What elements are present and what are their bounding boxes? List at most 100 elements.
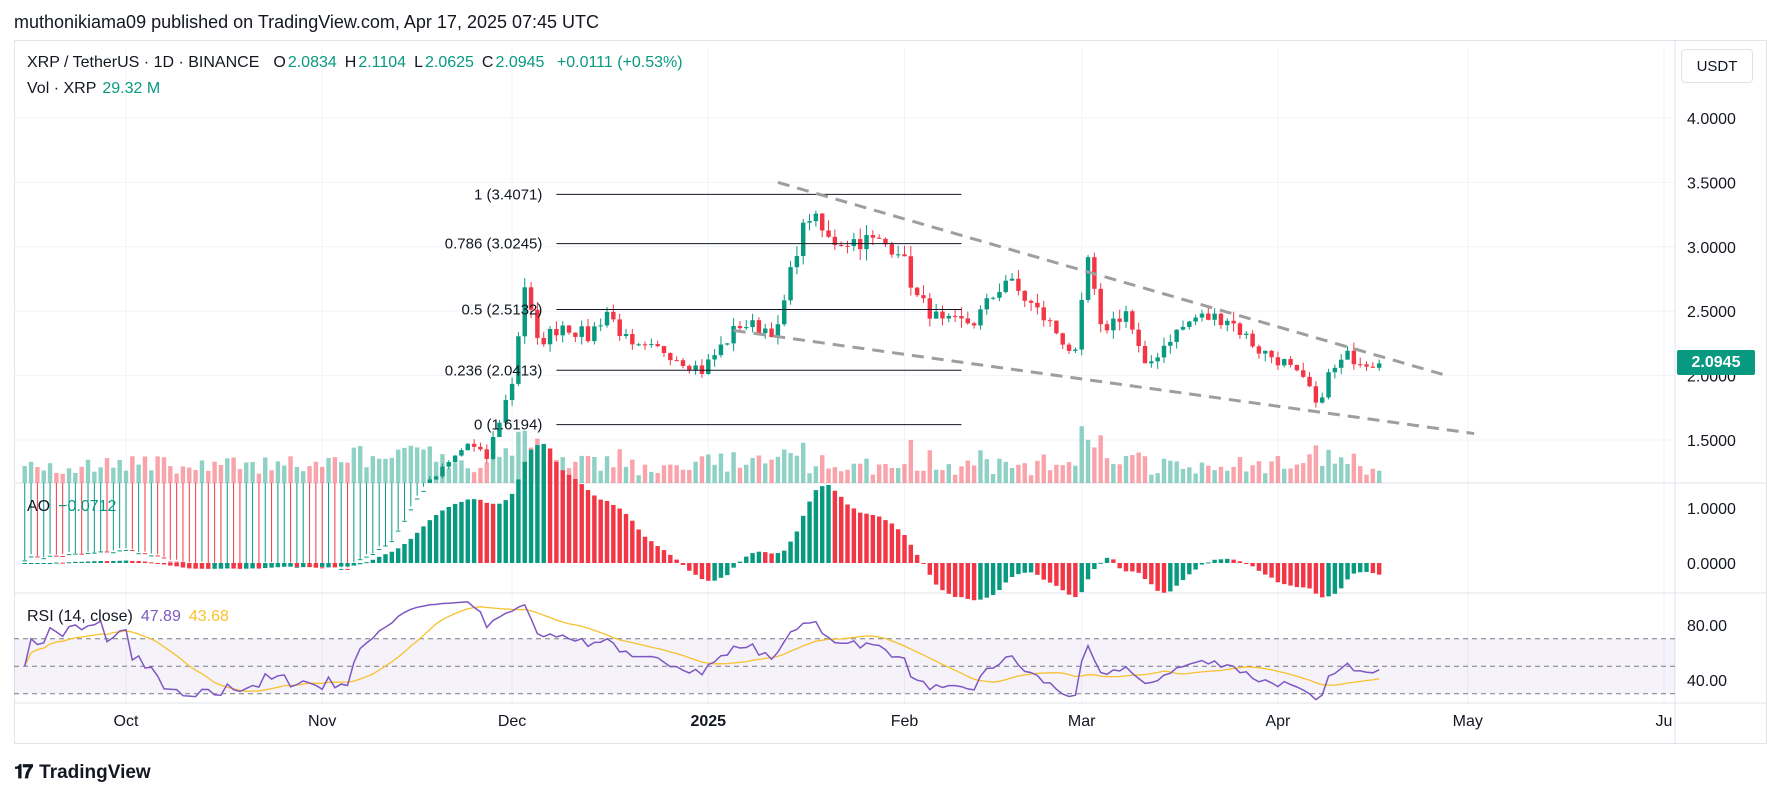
volume-bar	[332, 457, 338, 483]
currency-button[interactable]: USDT	[1681, 49, 1753, 83]
ao-bar	[383, 554, 388, 563]
candle-body	[604, 311, 610, 326]
ao-bar	[655, 546, 660, 563]
tradingview-logo[interactable]: 𝟏𝟕 TradingView	[14, 761, 151, 784]
ao-bar	[668, 554, 673, 563]
ao-bar	[22, 563, 27, 564]
candle-body	[547, 328, 553, 345]
rsi-label[interactable]: RSI (14, close)	[27, 608, 133, 625]
candle-body	[763, 328, 768, 334]
candle-body	[1256, 346, 1262, 354]
volume-bar	[180, 466, 186, 483]
candle-body	[737, 326, 743, 329]
volume-bar	[1364, 474, 1369, 483]
volume-bar	[263, 457, 268, 483]
volume-bar	[990, 474, 996, 483]
ao-bar	[161, 563, 167, 565]
volume-bar	[54, 472, 59, 483]
ao-bar	[959, 563, 964, 598]
time-tick-label: May	[1453, 713, 1483, 730]
candle-body	[1275, 357, 1281, 366]
candle-body	[497, 422, 502, 438]
ao-bar	[1009, 563, 1015, 577]
volume-bar	[41, 470, 46, 483]
change-value: +0.0111 (+0.53%)	[556, 54, 683, 71]
volume-bar	[592, 456, 597, 483]
candle-body	[1187, 321, 1192, 327]
volume-bar	[136, 464, 141, 483]
volume-bar	[712, 464, 717, 483]
candle-body	[978, 309, 983, 326]
time-tick-label: Dec	[498, 713, 526, 730]
volume-bar	[1016, 464, 1021, 483]
ao-bar	[1256, 563, 1262, 571]
volume-bar	[1174, 461, 1179, 483]
candle-body	[376, 548, 382, 550]
ao-label[interactable]: AO	[27, 498, 51, 515]
volume-bar	[889, 467, 895, 483]
volume-bar	[490, 438, 496, 483]
ao-bar	[1250, 563, 1255, 567]
volume-bar	[130, 456, 135, 483]
ao-bar	[649, 541, 654, 563]
volume-bar	[60, 473, 65, 483]
volume-bar	[123, 470, 129, 483]
volume-bar	[604, 456, 610, 483]
ao-bar	[611, 504, 616, 563]
volume-bar	[142, 456, 148, 483]
ao-bar	[370, 559, 376, 563]
volume-bar	[1041, 454, 1046, 483]
volume-bar	[649, 471, 654, 483]
candle-body	[313, 566, 319, 568]
ao-bar	[1016, 563, 1021, 575]
volume-value: 29.32 M	[102, 80, 161, 97]
candle-body	[1370, 366, 1376, 368]
candle-body	[92, 552, 97, 554]
rsi-ma-value: 43.68	[188, 608, 229, 625]
time-tick-label: Feb	[891, 713, 919, 730]
ao-bar	[1098, 562, 1103, 564]
ao-bar	[522, 461, 527, 563]
high-value: 2.1104	[358, 54, 407, 71]
ao-bar	[642, 536, 648, 563]
ao-bar	[1180, 563, 1186, 581]
candle-body	[28, 556, 34, 558]
candle-body	[1193, 317, 1198, 322]
symbol-title[interactable]: XRP / TetherUS · 1D · BINANCE	[27, 54, 260, 71]
volume-bar	[775, 456, 781, 483]
volume-bar	[301, 471, 306, 483]
volume-bar	[1275, 456, 1281, 483]
candle-body	[756, 320, 762, 334]
candle-body	[952, 315, 958, 317]
ao-bar	[592, 495, 597, 563]
ao-bar	[1364, 563, 1369, 572]
candle-body	[984, 298, 989, 310]
volume-bar	[611, 467, 616, 483]
candle-body	[117, 550, 122, 552]
volume-bar	[851, 463, 857, 483]
ao-bar	[193, 563, 198, 569]
volume-bar	[1313, 445, 1319, 483]
ao-bar	[338, 563, 344, 567]
volume-bar	[256, 473, 262, 483]
ao-bar	[1307, 563, 1312, 589]
volume-bar	[465, 468, 470, 483]
candle-body	[630, 333, 635, 345]
volume-bar	[997, 458, 1002, 483]
ao-bar	[41, 563, 46, 564]
ao-bar	[870, 514, 876, 563]
volume-bar	[1338, 457, 1344, 483]
volume-bar	[965, 460, 971, 483]
candle-body	[636, 344, 641, 346]
volume-bar	[1351, 453, 1357, 483]
candle-body	[465, 443, 470, 451]
ao-header: AO −0.0712	[27, 498, 116, 516]
volume-bar	[212, 461, 217, 483]
volume-bar	[902, 464, 907, 483]
volume-bar	[1231, 466, 1236, 483]
volume-bar	[946, 464, 952, 483]
ao-bar	[1282, 563, 1287, 585]
candle-body	[946, 315, 952, 319]
rsi-tick-label: 80.00	[1687, 618, 1727, 635]
